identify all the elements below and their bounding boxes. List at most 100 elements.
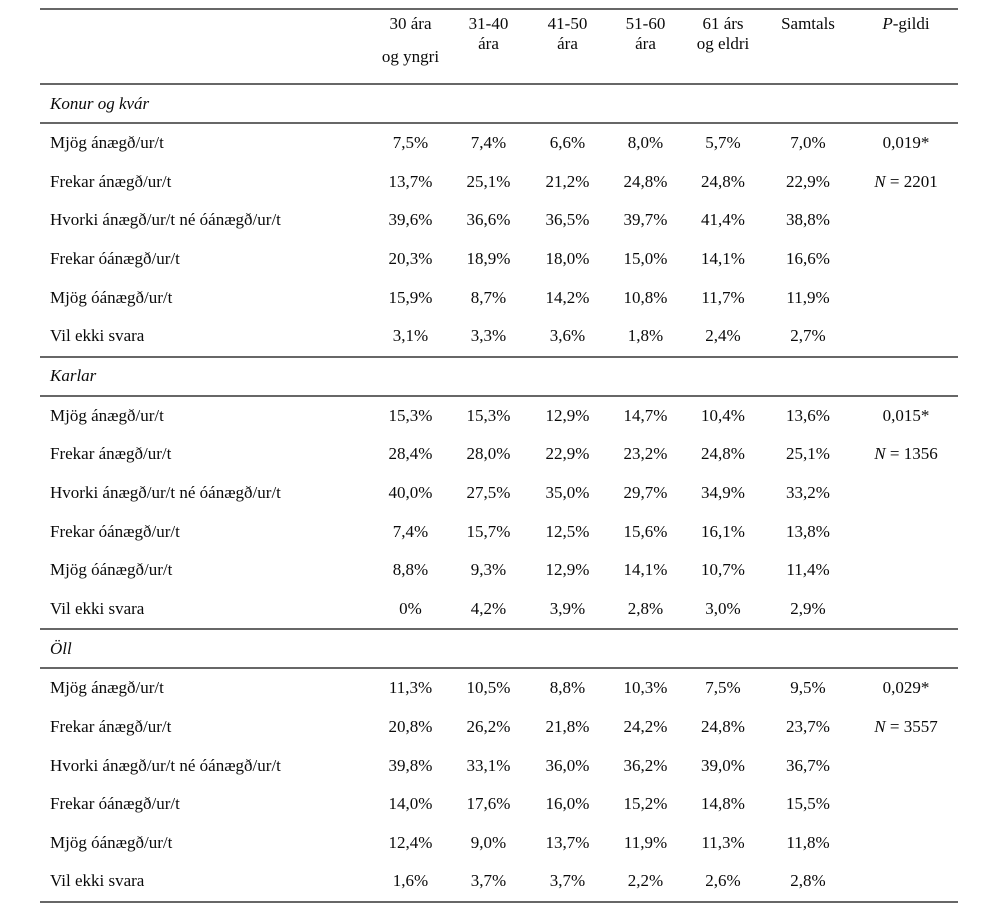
row-label: Vil ekki svara (50, 598, 145, 618)
value-cell: 39,8% (388, 755, 433, 775)
n-value: N = 2201 (874, 171, 938, 191)
n-value: N = 1356 (874, 444, 938, 464)
table-row: Frekar ánægð/ur/t 20,8% 26,2% 21,8% 24,2% 24,… (40, 708, 958, 747)
value-cell: 24,2% (623, 717, 668, 737)
value-cell: 39,0% (701, 755, 745, 775)
value-cell: 25,1% (786, 444, 830, 464)
value-cell: 7,5% (392, 133, 429, 153)
value-cell: 15,3% (388, 405, 433, 425)
value-cell: 15,9% (388, 287, 433, 307)
table-row: Hvorki ánægð/ur/t né óánægð/ur/t 39,8% 33,… (40, 746, 958, 785)
row-label: Hvorki ánægð/ur/t né óánægð/ur/t (50, 755, 281, 775)
row-label: Hvorki ánægð/ur/t né óánægð/ur/t (50, 210, 281, 230)
table-row: Frekar ánægð/ur/t 13,7% 25,1% 21,2% 24,8% 24,… (40, 163, 958, 202)
column-header: 30 ára og yngri (372, 10, 449, 67)
value-cell: 10,8% (623, 287, 668, 307)
value-cell: 14,8% (701, 794, 745, 814)
value-cell: 8,8% (549, 678, 586, 698)
value-cell: 2,2% (627, 871, 664, 891)
value-cell: 3,7% (549, 871, 586, 891)
value-cell: 21,8% (545, 717, 590, 737)
row-label: Frekar óánægð/ur/t (50, 794, 180, 814)
value-cell: 39,7% (623, 210, 668, 230)
value-cell: 20,8% (388, 717, 433, 737)
value-cell: 36,7% (786, 755, 830, 775)
value-cell: 7,5% (705, 678, 741, 698)
value-cell: 11,7% (701, 287, 745, 307)
value-cell: 25,1% (466, 171, 511, 191)
table-row: Frekar óánægð/ur/t 7,4% 15,7% 12,5% 15,6% 16,… (40, 512, 958, 551)
value-cell: 3,9% (549, 598, 586, 618)
value-cell: 13,6% (786, 405, 830, 425)
row-label: Vil ekki svara (50, 871, 145, 891)
results-table: 30 ára og yngri 31-40 ára 41-50 ára 51-60 ára 61… (40, 8, 958, 903)
p-value: 0,019* (882, 133, 930, 153)
value-cell: 12,4% (388, 832, 433, 852)
column-header: 41-50 ára (528, 10, 607, 54)
row-label: Frekar óánægð/ur/t (50, 521, 180, 541)
value-cell: 8,7% (470, 287, 507, 307)
value-cell: 35,0% (545, 483, 590, 503)
value-cell: 21,2% (545, 171, 590, 191)
value-cell: 8,8% (392, 560, 429, 580)
column-header: P-gildi (854, 10, 958, 34)
column-header-line: ára (478, 34, 499, 53)
table-row: Mjög ánægð/ur/t 7,5% 7,4% 6,6% 8,0% 5,7% 7,0% 0… (40, 124, 958, 163)
section-header-row: Karlar (40, 355, 958, 397)
column-header: 51-60 ára (607, 10, 684, 54)
value-cell: 11,8% (786, 832, 830, 852)
value-cell: 11,9% (623, 832, 668, 852)
value-cell: 7,4% (470, 133, 507, 153)
value-cell: 2,7% (790, 326, 826, 346)
table-body: Konur og kvár Mjög ánægð/ur/t 7,5% 7,4% 6,6%… (40, 83, 958, 901)
value-cell: 15,3% (466, 405, 511, 425)
value-cell: 3,3% (470, 326, 507, 346)
table-header-row: 30 ára og yngri 31-40 ára 41-50 ára 51-60 ára 61… (40, 8, 958, 83)
section-header-row: Öll (40, 628, 958, 670)
table-row: Hvorki ánægð/ur/t né óánægð/ur/t 39,6% 36,… (40, 201, 958, 240)
row-label: Frekar óánægð/ur/t (50, 249, 180, 269)
value-cell: 0% (399, 598, 422, 618)
section-title: Karlar (50, 366, 97, 386)
value-cell: 1,6% (392, 871, 429, 891)
value-cell: 11,3% (701, 832, 745, 852)
value-cell: 14,0% (388, 794, 433, 814)
table-row: Vil ekki svara 3,1% 3,3% 3,6% 1,8% 2,4% 2,7% (40, 317, 958, 356)
column-header: 61 árs og eldri (684, 10, 762, 54)
row-label: Mjög ánægð/ur/t (50, 405, 164, 425)
value-cell: 24,8% (623, 171, 668, 191)
value-cell: 11,4% (786, 560, 830, 580)
p-value: 0,015* (882, 405, 930, 425)
value-cell: 3,0% (705, 598, 741, 618)
column-header: 31-40 ára (449, 10, 528, 54)
value-cell: 12,9% (545, 405, 590, 425)
value-cell: 9,3% (470, 560, 507, 580)
value-cell: 10,7% (701, 560, 745, 580)
value-cell: 4,2% (470, 598, 507, 618)
table-row: Vil ekki svara 1,6% 3,7% 3,7% 2,2% 2,6% 2,8% (40, 862, 958, 901)
value-cell: 12,5% (545, 521, 590, 541)
column-header: Samtals (762, 10, 854, 34)
table-row: Mjög ánægð/ur/t 15,3% 15,3% 12,9% 14,7% 10,4%… (40, 397, 958, 436)
value-cell: 2,9% (790, 598, 826, 618)
value-cell: 5,7% (705, 133, 741, 153)
value-cell: 11,3% (388, 678, 433, 698)
value-cell: 15,7% (466, 521, 511, 541)
value-cell: 38,8% (786, 210, 830, 230)
value-cell: 13,7% (388, 171, 433, 191)
value-cell: 2,8% (790, 871, 826, 891)
value-cell: 20,3% (388, 249, 433, 269)
value-cell: 28,0% (466, 444, 511, 464)
value-cell: 28,4% (388, 444, 433, 464)
value-cell: 15,2% (623, 794, 668, 814)
value-cell: 14,7% (623, 405, 668, 425)
table-row: Mjög óánægð/ur/t 12,4% 9,0% 13,7% 11,9% 11,3%… (40, 824, 958, 863)
value-cell: 22,9% (545, 444, 590, 464)
value-cell: 2,8% (627, 598, 664, 618)
row-label: Mjög ánægð/ur/t (50, 133, 164, 153)
row-label: Mjög óánægð/ur/t (50, 287, 173, 307)
value-cell: 33,1% (466, 755, 511, 775)
table-row: Vil ekki svara 0% 4,2% 3,9% 2,8% 3,0% 2,9% (40, 590, 958, 629)
value-cell: 10,5% (466, 678, 511, 698)
value-cell: 14,1% (623, 560, 668, 580)
